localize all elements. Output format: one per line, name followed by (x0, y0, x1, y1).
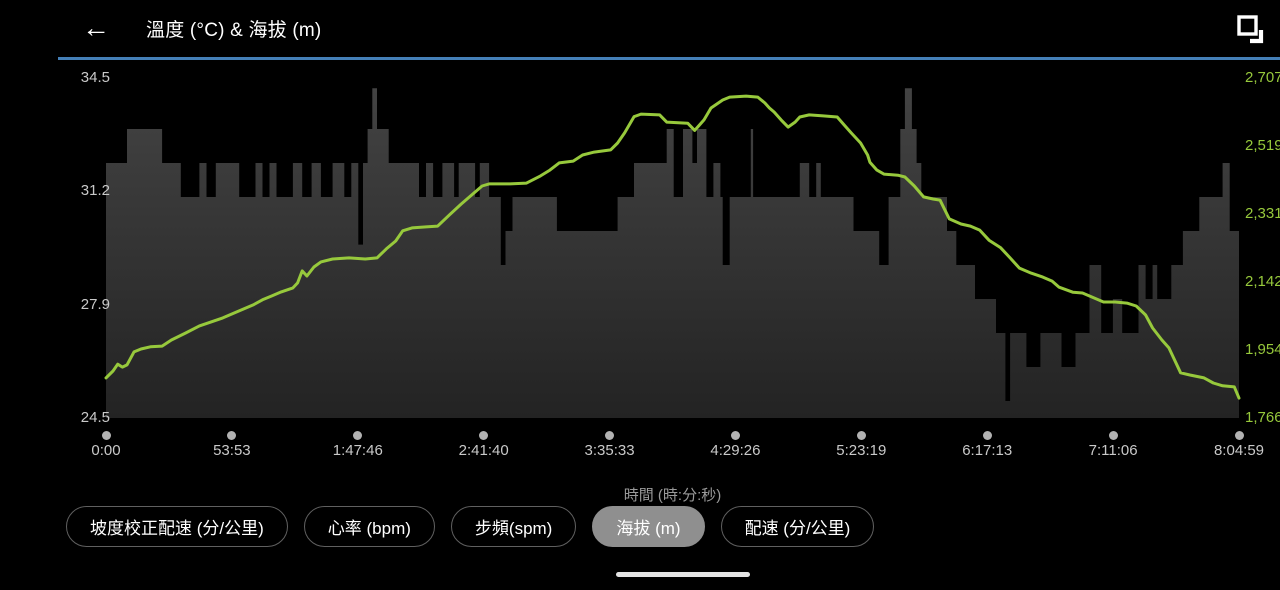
x-tick-dot (730, 430, 740, 440)
elevation-tick-label: 2,142 (1245, 273, 1280, 290)
arrow-left-icon: ← (82, 12, 110, 43)
accent-divider (58, 57, 1280, 60)
x-tick-dot (227, 430, 237, 440)
temperature-tick-label: 31.2 (80, 182, 110, 200)
back-button[interactable]: ← (76, 8, 116, 48)
x-tick-label: 53:53 (213, 442, 251, 459)
elevation-line (104, 94, 1241, 400)
x-tick-dot (856, 430, 866, 440)
elevation-tick-label: 1,954 (1245, 341, 1280, 358)
x-tick-dot (353, 430, 363, 440)
temperature-tick-label: 24.5 (80, 408, 110, 426)
x-tick-dot (1234, 430, 1244, 440)
x-tick-label: 7:11:06 (1088, 442, 1138, 459)
elevation-tick-label: 2,331 (1245, 205, 1280, 222)
elevation-tick-label: 2,707 (1245, 69, 1280, 86)
metric-button-2[interactable]: 心率 (bpm) (303, 506, 435, 547)
x-tick-dot (1108, 430, 1118, 440)
metric-button-4[interactable]: 海拔 (m) (592, 506, 705, 547)
x-tick-label: 6:17:13 (962, 442, 1013, 459)
chart-plot[interactable] (104, 78, 1241, 418)
metric-button-3[interactable]: 步頻(spm) (450, 506, 577, 547)
x-axis-title: 時間 (時:分:秒) (623, 487, 722, 504)
x-tick-dot (982, 430, 992, 440)
metric-button-1[interactable]: 坡度校正配速 (分/公里) (66, 506, 288, 547)
temperature-tick-label: 27.9 (80, 295, 110, 313)
app-bar: ← 溫度 (°C) & 海拔 (m) (0, 0, 1280, 57)
x-tick-label: 2:41:40 (458, 442, 509, 459)
elevation-tick-label: 1,766 (1245, 409, 1280, 426)
temperature-tick-label: 34.5 (80, 69, 110, 86)
x-tick-label: 3:35:33 (584, 442, 635, 459)
x-tick-dot (479, 430, 489, 440)
home-indicator[interactable] (616, 572, 750, 577)
x-tick-label: 1:47:46 (332, 442, 383, 459)
x-tick-dot (605, 430, 615, 440)
elevation-tick-label: 2,519 (1245, 137, 1280, 154)
x-tick-dot (101, 430, 111, 440)
temperature-area (106, 88, 1239, 418)
metric-button-5[interactable]: 配速 (分/公里) (720, 506, 875, 547)
x-tick-label: 5:23:19 (836, 442, 887, 459)
picture-in-picture-button[interactable] (1234, 13, 1266, 45)
page-title: 溫度 (°C) & 海拔 (m) (146, 20, 322, 41)
x-tick-label: 8:04:59 (1213, 442, 1265, 459)
metric-button-row: 坡度校正配速 (分/公里) 心率 (bpm) 步頻(spm) 海拔 (m) 配速 (分/… (66, 506, 875, 547)
x-tick-label: 0:00 (91, 442, 121, 459)
x-tick-label: 4:29:26 (710, 442, 761, 459)
picture-in-picture-icon (1237, 15, 1264, 44)
